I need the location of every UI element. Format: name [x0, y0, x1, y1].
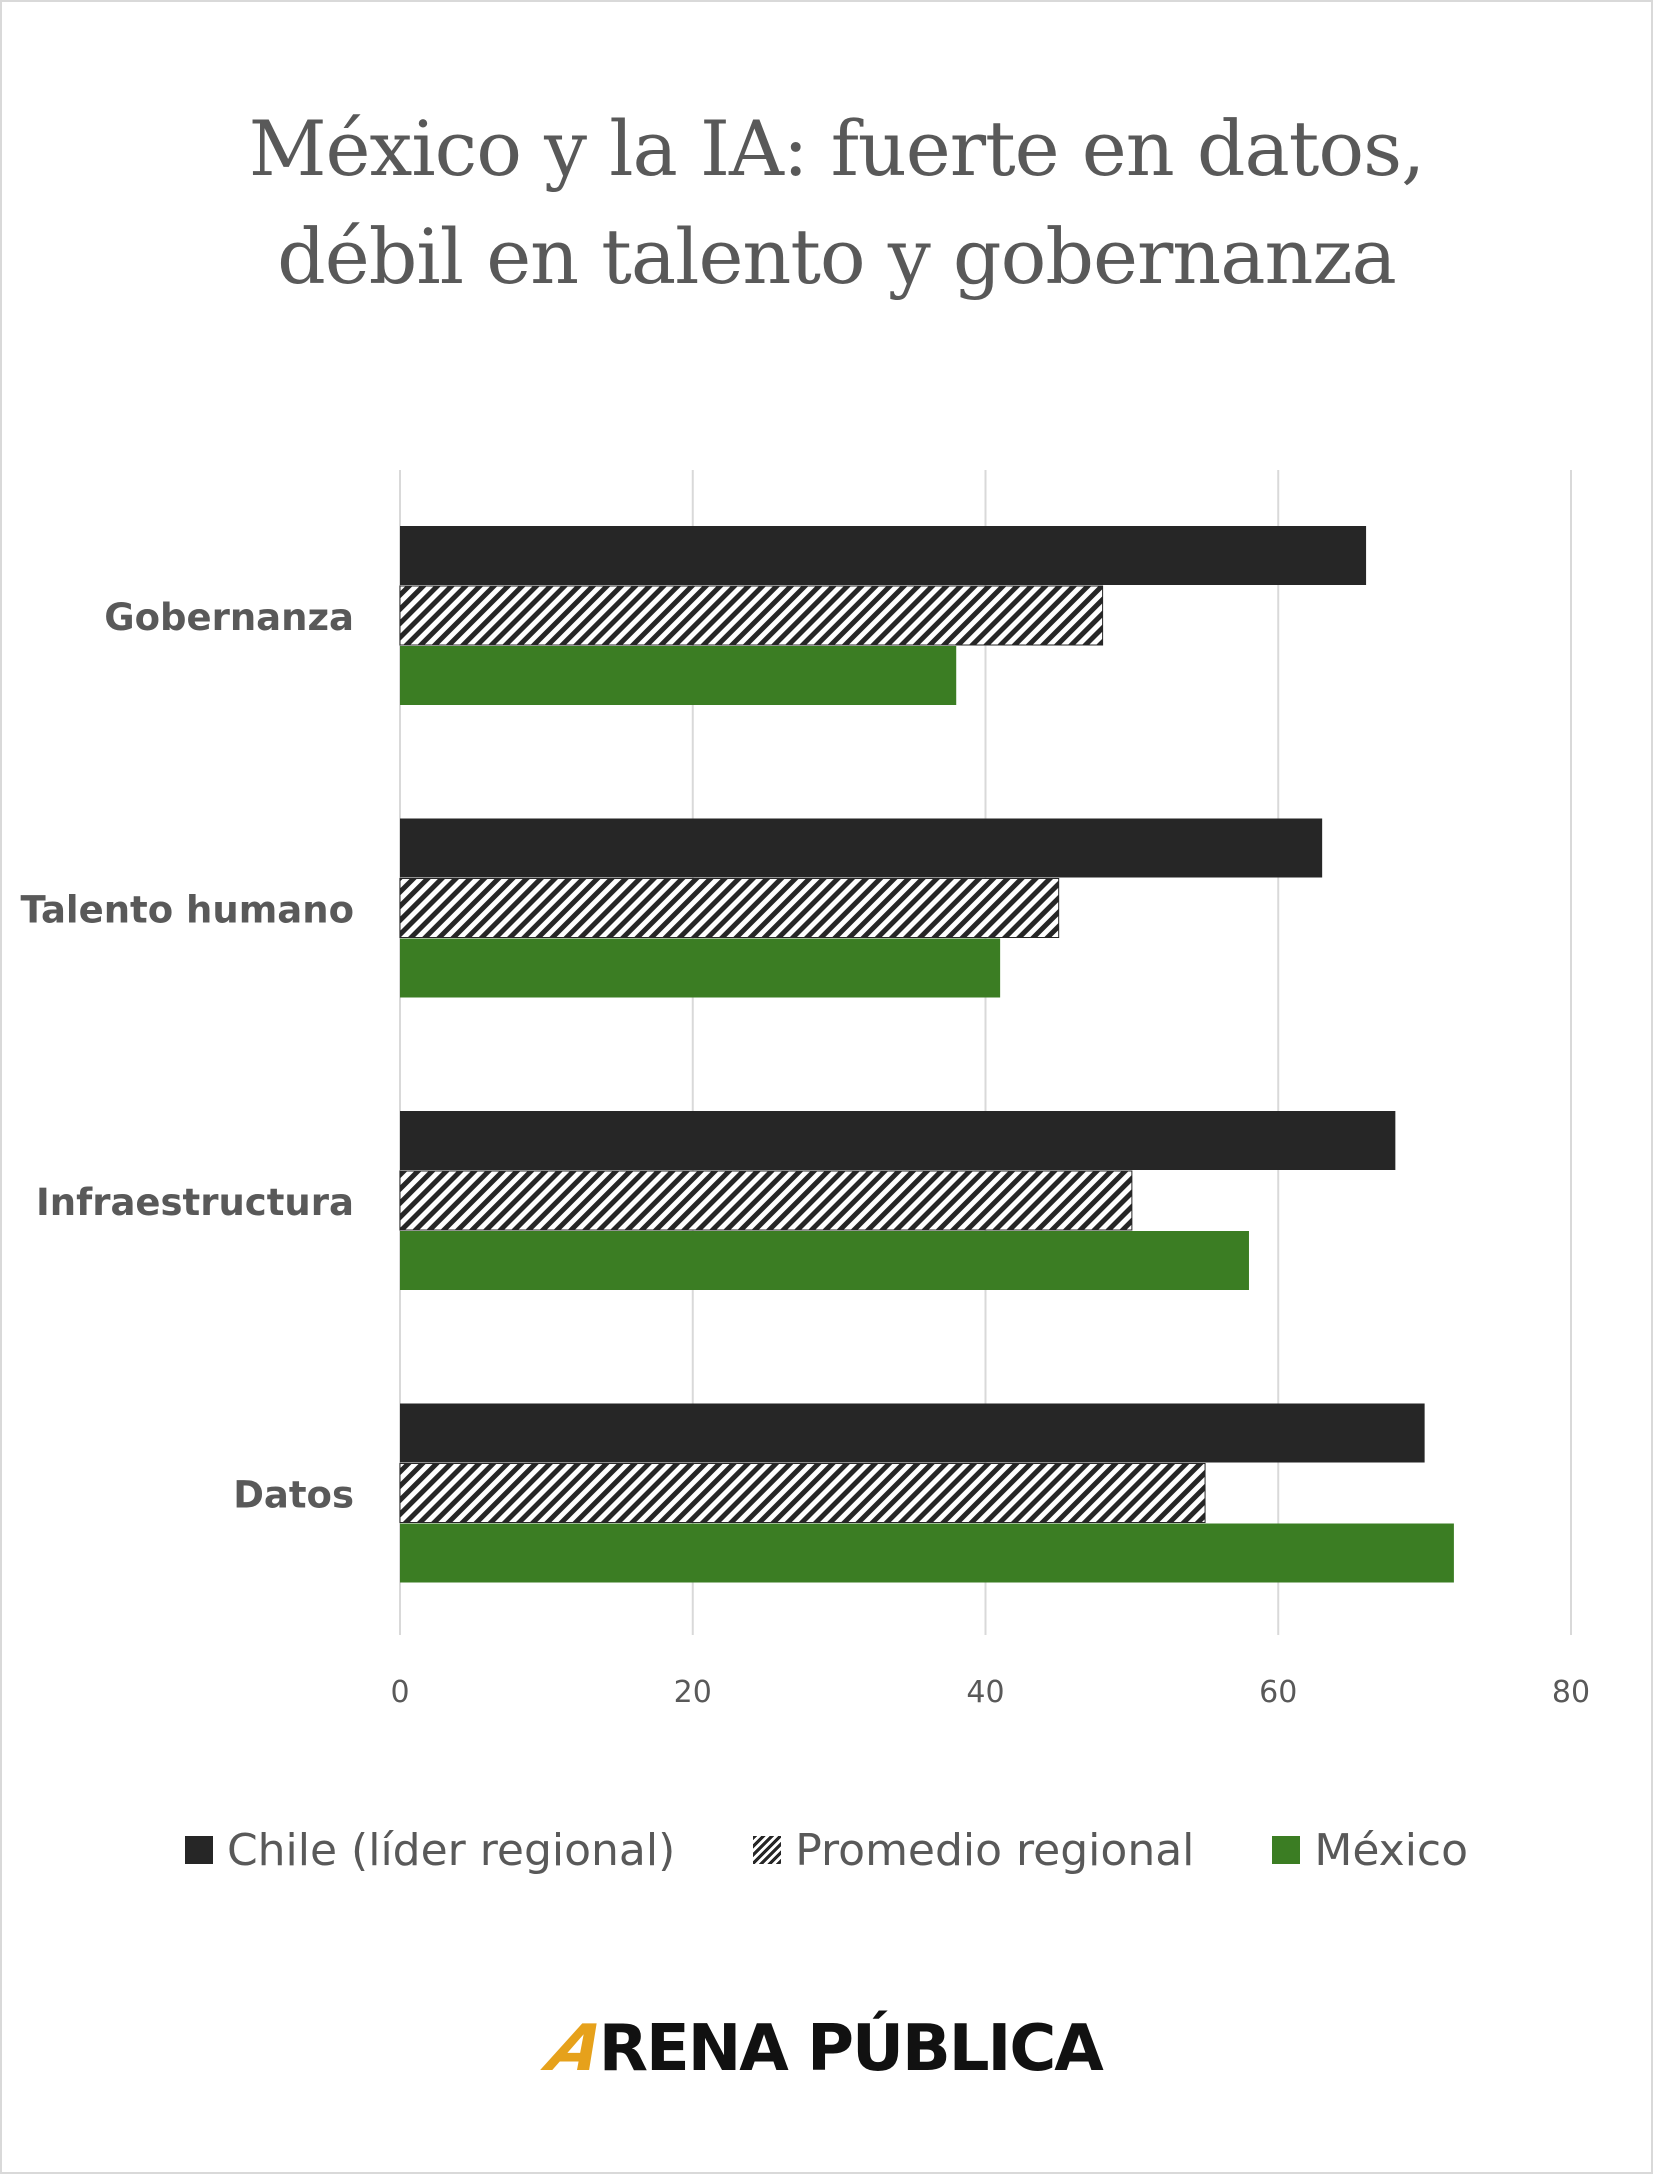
- legend-swatch-promedio: [753, 1836, 782, 1864]
- bar-gobernanza-series-1: [399, 585, 1104, 646]
- legend-label-mexico: México: [1314, 1824, 1469, 1876]
- x-tick-label-20: 20: [674, 1675, 712, 1710]
- bar-infraestructura-series-1: [399, 1170, 1133, 1231]
- category-label-talento-humano: Talento humano: [20, 889, 354, 932]
- category-label-infraestructura: Infraestructura: [36, 1181, 354, 1224]
- bar-infraestructura-series-2: [400, 1231, 1249, 1290]
- bar-gobernanza-series-2: [400, 646, 957, 705]
- bar-gobernanza-series-0: [400, 526, 1367, 585]
- bar-talento-humano-series-0: [400, 818, 1323, 878]
- legend-item-mexico: México: [1272, 1825, 1468, 1876]
- x-axis-tick-labels: 0 20 40 60 80: [390, 1675, 1590, 1710]
- bar-datos-series-1: [399, 1463, 1206, 1523]
- x-tick-label-0: 0: [390, 1675, 409, 1710]
- x-tick-label-60: 60: [1259, 1675, 1297, 1710]
- bar-talento-humano-series-2: [400, 938, 1001, 998]
- category-label-datos: Datos: [233, 1474, 354, 1517]
- chart-title: México y la IA: fuerte en datos, débil e…: [60, 95, 1613, 311]
- legend-label-chile: Chile (líder regional): [226, 1824, 676, 1876]
- legend-item-chile: Chile (líder regional): [184, 1824, 676, 1876]
- bar-datos-series-0: [400, 1403, 1425, 1463]
- bar-infraestructura-series-0: [400, 1111, 1396, 1170]
- x-tick-label-40: 40: [966, 1675, 1004, 1710]
- bar-chart: Gobernanza Talento humano Infraestructura D…: [20, 470, 1590, 1710]
- chart-title-line-2: débil en talento y gobernanza: [277, 212, 1397, 301]
- legend-item-promedio: Promedio regional: [753, 1825, 1194, 1876]
- category-label-gobernanza: Gobernanza: [104, 596, 354, 639]
- bars: [399, 526, 1454, 1583]
- x-tick-label-80: 80: [1552, 1675, 1590, 1710]
- arena-publica-logo: ARENA PÚBLICA: [0, 2012, 1653, 2086]
- category-labels: Gobernanza Talento humano Infraestructura D…: [20, 596, 354, 1517]
- bar-talento-humano-series-1: [399, 878, 1060, 938]
- legend-swatch-mexico: [1272, 1836, 1301, 1864]
- legend-swatch-chile: [184, 1836, 213, 1864]
- legend: Chile (líder regional) Promedio regional…: [0, 1815, 1653, 1885]
- legend-label-promedio: Promedio regional: [795, 1824, 1195, 1876]
- bar-datos-series-2: [400, 1523, 1454, 1583]
- chart-title-line-1: México y la IA: fuerte en datos,: [248, 104, 1426, 193]
- logo-wordmark: RENA PÚBLICA: [598, 2012, 1104, 2086]
